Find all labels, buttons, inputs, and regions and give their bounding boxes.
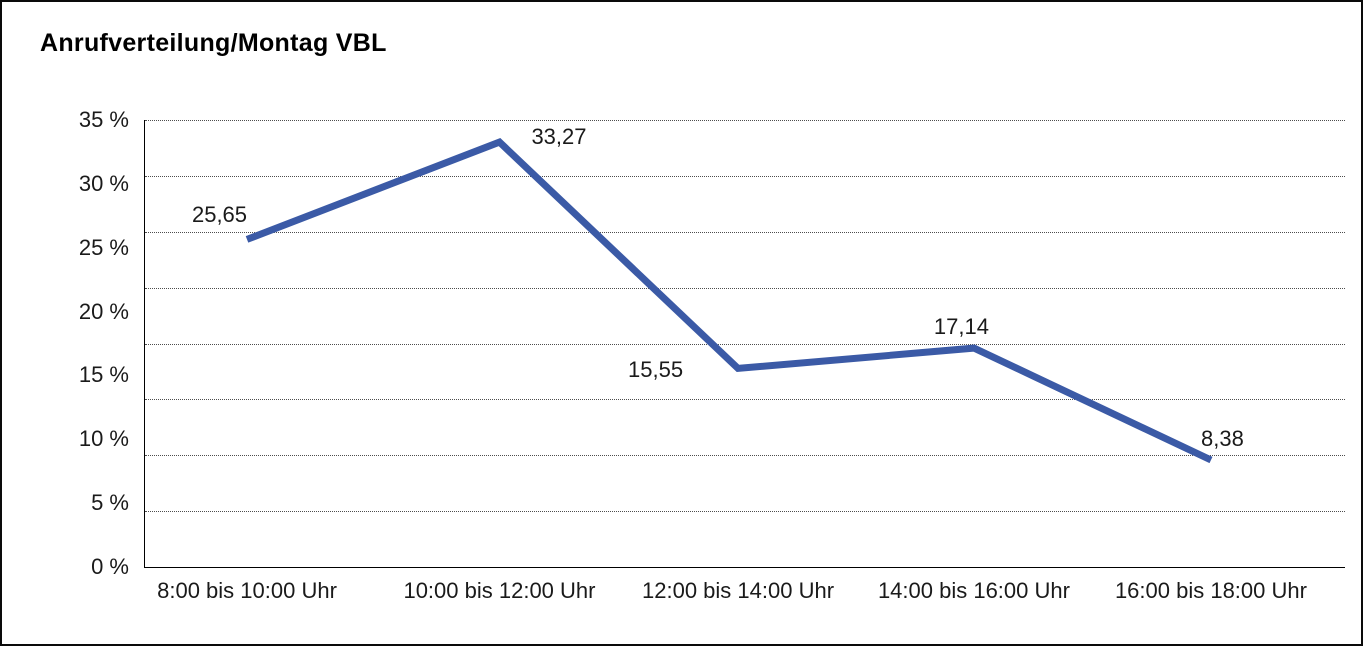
y-axis-tick-label: 20 %	[78, 298, 129, 324]
x-axis-category-label: 14:00 bis 16:00 Uhr	[877, 578, 1070, 603]
series-line	[245, 138, 1212, 464]
data-point-label: 33,27	[531, 124, 587, 150]
data-point-label: 15,55	[628, 357, 684, 383]
data-point-label: 17,14	[933, 314, 989, 340]
y-axis-tick-label: 10 %	[78, 426, 129, 452]
x-axis-category-label: 8:00 bis 10:00 Uhr	[157, 578, 337, 603]
y-axis-tick-label: 15 %	[78, 362, 129, 388]
plot-area: 25,65 33,27 15,55 17,14 8,38	[143, 120, 1345, 568]
x-axis-category-label: 16:00 bis 18:00 Uhr	[1114, 578, 1307, 603]
gridline	[144, 231, 1345, 233]
y-axis-tick-label: 30 %	[78, 170, 129, 196]
gridline	[144, 120, 1345, 121]
gridline	[144, 175, 1345, 177]
gridline	[144, 511, 1345, 513]
chart-title: Anrufverteilung/Montag VBL	[40, 29, 387, 57]
y-axis-tick-label: 0 %	[91, 554, 129, 579]
series-line-canvas	[245, 138, 1212, 464]
y-axis-tick-label: 25 %	[78, 234, 129, 260]
gridline	[144, 455, 1345, 457]
x-axis-category-label: 10:00 bis 12:00 Uhr	[403, 578, 596, 603]
data-point-label: 8,38	[1201, 425, 1244, 451]
y-axis-tick-label: 35 %	[78, 107, 129, 132]
y-axis-tick-label: 5 %	[91, 490, 129, 516]
x-axis-category-label: 12:00 bis 14:00 Uhr	[642, 578, 835, 603]
gridline	[144, 287, 1345, 289]
gridline	[144, 343, 1345, 345]
gridline	[144, 399, 1345, 401]
data-point-label: 25,65	[191, 202, 248, 228]
